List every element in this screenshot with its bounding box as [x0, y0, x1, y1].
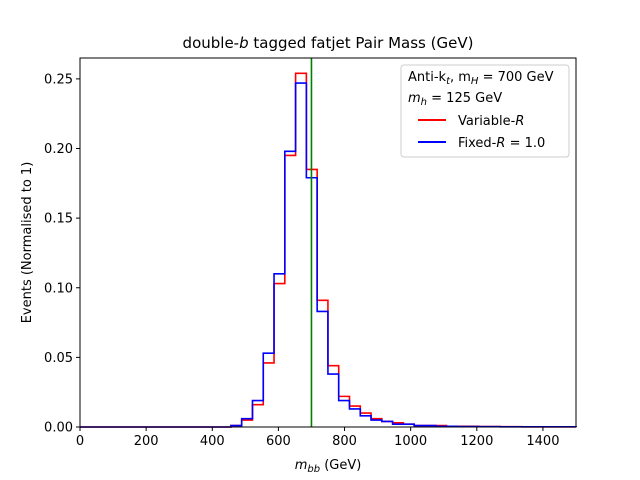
y-tick-label: 0.15: [44, 212, 73, 227]
legend-header-line2: mh = 125 GeV: [408, 91, 502, 108]
y-axis-label: Events (Normalised to 1): [20, 162, 35, 324]
legend-header-line1: Anti-kt, mH = 700 GeV: [408, 70, 554, 87]
legend-h2-prefix: m: [408, 91, 421, 106]
legend-label-variable-r: Variable-R: [458, 114, 524, 129]
x-axis-label: mbb (GeV): [295, 458, 362, 475]
legend-h2-suffix: = 125 GeV: [427, 91, 502, 106]
legend-h1-mid: , m: [450, 70, 471, 85]
axis-ticks: 0 200 400 600 800 1000 1200 1400 0.00 0.05 0.10 0.1…: [44, 72, 559, 449]
legend-h1-sub2: H: [471, 76, 479, 87]
x-tick-label: 1000: [394, 434, 427, 449]
legend-label-fixed-r: Fixed-R = 1.0: [458, 136, 545, 151]
x-axis-label-main: m: [295, 458, 308, 473]
x-axis-label-unit: (GeV): [320, 458, 361, 473]
x-tick-label: 1200: [460, 434, 493, 449]
title-italic: b: [239, 34, 249, 52]
legend-box: [400, 64, 570, 158]
legend-label-1-prefix: Fixed-: [458, 136, 497, 151]
legend-label-1-italic: R: [496, 136, 505, 151]
x-tick-label: 1400: [526, 434, 559, 449]
x-tick-label: 200: [134, 434, 159, 449]
x-tick-label: 0: [76, 434, 84, 449]
legend-h1-suffix: = 700 GeV: [478, 70, 553, 85]
legend-label-0-prefix: Variable-: [458, 114, 516, 129]
legend-label-1-suffix: = 1.0: [505, 136, 545, 151]
y-tick-label: 0.20: [44, 142, 73, 157]
x-axis-label-sub: bb: [307, 464, 320, 475]
y-tick-label: 0.00: [44, 421, 73, 436]
axes-frame: [79, 57, 577, 428]
legend-h1-prefix: Anti-k: [408, 70, 447, 85]
legend-h1-sub: t: [446, 76, 451, 87]
chart-title: double-b tagged fatjet Pair Mass (GeV): [183, 34, 474, 52]
title-prefix: double-: [183, 34, 240, 52]
legend-h2-sub: h: [421, 97, 427, 108]
y-tick-label: 0.05: [44, 351, 73, 366]
y-tick-label: 0.10: [44, 281, 73, 296]
x-tick-label: 600: [266, 434, 291, 449]
legend: Anti-kt, mH = 700 GeV mh = 125 GeV Varia…: [400, 64, 570, 158]
y-tick-label: 0.25: [44, 72, 73, 87]
legend-label-0-italic: R: [515, 114, 524, 129]
x-tick-label: 400: [200, 434, 225, 449]
x-tick-label: 800: [332, 434, 357, 449]
title-suffix: tagged fatjet Pair Mass (GeV): [249, 34, 474, 52]
